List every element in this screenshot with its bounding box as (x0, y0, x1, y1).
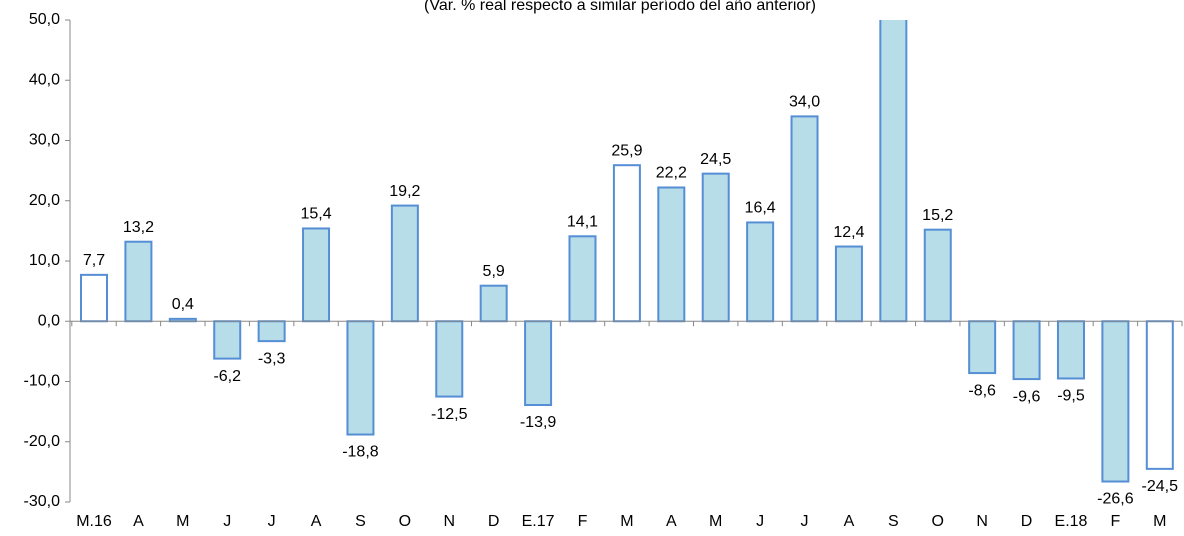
bar (213, 320, 242, 360)
x-tick-label: M.16 (76, 513, 112, 530)
x-tick-label: M (620, 513, 633, 530)
x-tick-label: J (223, 513, 231, 530)
bar (346, 320, 375, 436)
x-tick-label: J (756, 513, 764, 530)
bar (124, 240, 153, 323)
value-label: -9,5 (1057, 388, 1085, 405)
y-tick-label: 20,0 (29, 192, 60, 209)
value-label: -18,8 (342, 444, 379, 461)
value-label: 16,4 (745, 200, 776, 217)
value-label: 15,4 (300, 206, 331, 223)
bar (923, 228, 952, 323)
bar (657, 186, 686, 323)
value-label: 25,9 (611, 142, 642, 159)
x-tick-label: D (488, 513, 500, 530)
x-tick-label: O (399, 513, 411, 530)
x-tick-label: M (1153, 513, 1166, 530)
value-label: -13,9 (520, 414, 557, 431)
bar (790, 115, 819, 323)
value-label: 22,2 (656, 165, 687, 182)
value-label: -8,6 (968, 382, 996, 399)
bar (390, 204, 419, 323)
value-label: 14,1 (567, 214, 598, 231)
y-tick-label: -10,0 (24, 373, 61, 390)
x-tick-label: S (888, 513, 899, 530)
value-label: 5,9 (483, 263, 505, 280)
y-tick-label: -30,0 (24, 493, 61, 510)
y-tick-label: 30,0 (29, 132, 60, 149)
value-label: 19,2 (389, 183, 420, 200)
bar (879, 20, 908, 323)
bar (257, 320, 286, 343)
bar (746, 221, 775, 323)
value-label: -9,6 (1013, 388, 1041, 405)
x-tick-label: D (1021, 513, 1033, 530)
chart-subtitle: (Var. % real respecto a similar período … (424, 0, 816, 14)
x-tick-label: M (176, 513, 189, 530)
x-tick-label: J (801, 513, 809, 530)
value-label: 34,0 (789, 94, 820, 111)
value-label: 13,2 (123, 219, 154, 236)
x-tick-label: S (355, 513, 366, 530)
bar (1012, 320, 1041, 381)
value-label: 7,7 (83, 252, 105, 269)
x-tick-label: M (709, 513, 722, 530)
x-tick-label: E.17 (522, 513, 555, 530)
bar (568, 235, 597, 323)
x-tick-label: E.18 (1055, 513, 1088, 530)
x-tick-label: N (976, 513, 988, 530)
bar (968, 320, 997, 375)
x-tick-label: F (1110, 513, 1120, 530)
bars (80, 20, 1174, 483)
bar (80, 273, 109, 323)
bar (1101, 320, 1130, 483)
x-tick-label: O (932, 513, 944, 530)
value-label: 15,2 (922, 207, 953, 224)
value-label: -3,3 (258, 350, 286, 367)
y-tick-label: -20,0 (24, 433, 61, 450)
y-tick-label: 0,0 (38, 312, 60, 329)
y-tick-label: 10,0 (29, 252, 60, 269)
bar (435, 320, 464, 398)
bar (1056, 320, 1085, 380)
bar (479, 284, 508, 323)
bar (701, 172, 730, 323)
x-tick-label: A (844, 513, 855, 530)
value-label: -26,6 (1097, 491, 1134, 508)
bar (1145, 320, 1174, 470)
x-tick-label: A (311, 513, 322, 530)
x-tick-label: J (268, 513, 276, 530)
x-tick-label: F (578, 513, 588, 530)
x-tick-label: A (666, 513, 677, 530)
bar (834, 245, 863, 323)
value-label: 0,4 (172, 296, 194, 313)
x-tick-label: N (443, 513, 455, 530)
x-tick-label: A (133, 513, 144, 530)
y-tick-label: 40,0 (29, 71, 60, 88)
y-tick-label: 50,0 (29, 11, 60, 28)
bar (524, 320, 553, 406)
value-label: 24,5 (700, 151, 731, 168)
bar (302, 227, 331, 323)
value-label: 12,4 (833, 224, 864, 241)
value-label: -24,5 (1142, 478, 1179, 495)
bar (612, 164, 641, 323)
value-label: -6,2 (213, 368, 241, 385)
value-label: -12,5 (431, 406, 468, 423)
